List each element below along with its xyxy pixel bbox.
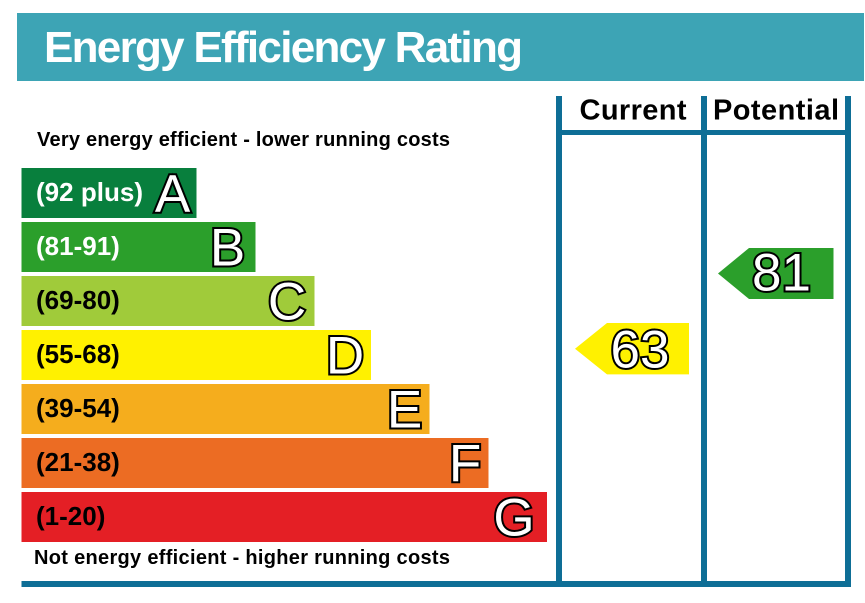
svg-text:Potential: Potential (713, 94, 839, 126)
svg-text:(1-20): (1-20) (36, 501, 105, 531)
svg-text:Current: Current (580, 94, 687, 126)
svg-text:(55-68): (55-68) (36, 339, 120, 369)
svg-text:81: 81 (752, 244, 811, 303)
svg-text:E: E (387, 380, 422, 439)
svg-text:(81-91): (81-91) (36, 231, 120, 261)
svg-text:B: B (210, 218, 245, 277)
svg-text:A: A (155, 164, 191, 223)
svg-text:(69-80): (69-80) (36, 285, 120, 315)
svg-text:63: 63 (611, 321, 670, 380)
svg-text:F: F (449, 434, 481, 493)
svg-text:G: G (493, 488, 534, 547)
svg-text:(92 plus): (92 plus) (36, 177, 143, 207)
svg-text:Not energy efficient - higher: Not energy efficient - higher running co… (34, 547, 450, 569)
svg-text:C: C (268, 272, 306, 331)
svg-text:Energy Efficiency Rating: Energy Efficiency Rating (44, 23, 523, 72)
svg-text:(21-38): (21-38) (36, 447, 120, 477)
svg-text:(39-54): (39-54) (36, 393, 120, 423)
svg-text:D: D (326, 326, 364, 385)
svg-text:Very energy efficient - lower: Very energy efficient - lower running co… (37, 129, 450, 151)
